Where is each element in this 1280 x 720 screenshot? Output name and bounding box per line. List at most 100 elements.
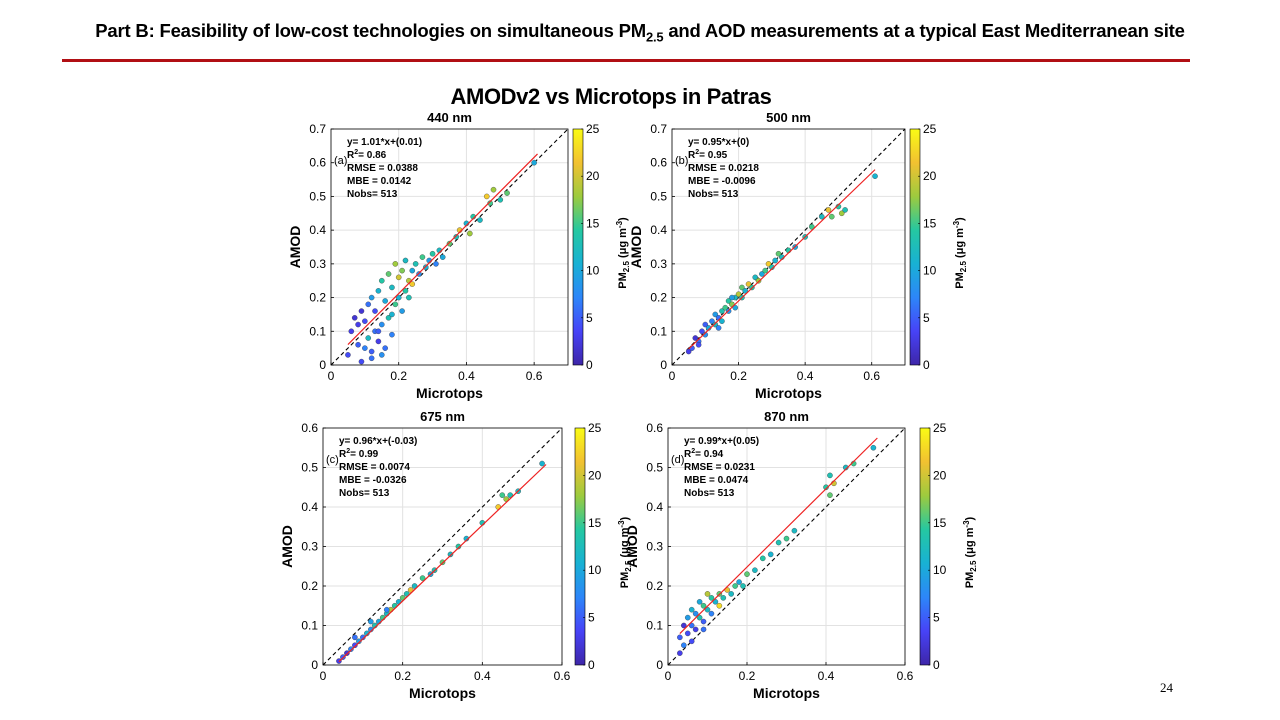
scatter-point [695, 341, 702, 348]
fit-equation: y= 0.96*x+(-0.03) [339, 436, 417, 447]
scatter-point [375, 328, 382, 335]
scatter-point [732, 304, 739, 311]
mbe-value: MBE = 0.0142 [347, 176, 412, 187]
scatter-point [744, 571, 750, 577]
scatter-point [446, 240, 453, 247]
colorbar-label-main: PM [954, 272, 966, 289]
scatter-point [499, 492, 506, 498]
x-tick-label: 0.4 [818, 669, 835, 683]
x-tick-label: 0 [328, 369, 335, 383]
y-axis-label: AMOD [279, 525, 295, 568]
x-tick-label: 0.2 [739, 669, 756, 683]
scatter-point [356, 638, 362, 645]
scatter-point [358, 308, 365, 314]
scatter-point [699, 328, 705, 335]
scatter-point [539, 460, 545, 467]
r-squared-value: = 0.94 [695, 449, 724, 460]
scatter-point [409, 281, 416, 287]
scatter-point [379, 321, 385, 328]
y-tick-label: 0.2 [301, 579, 318, 593]
scatter-point [742, 288, 749, 294]
scatter-point [497, 197, 504, 203]
x-tick-label: 0 [320, 669, 327, 683]
scatter-point [382, 345, 388, 351]
scatter-point [709, 318, 715, 324]
y-tick-label: 0.4 [309, 223, 326, 237]
r-squared-exp: 2 [695, 149, 699, 156]
x-tick-label: 0.6 [863, 369, 880, 383]
colorbar-label-main: PM [964, 572, 976, 589]
fit-equation: y= 0.99*x+(0.05) [684, 436, 759, 447]
colorbar-tick-label: 0 [923, 358, 930, 372]
y-tick-label: 0.6 [309, 156, 326, 170]
x-tick-label: 0 [665, 669, 672, 683]
page-number: 24 [1160, 680, 1173, 695]
chart-title: 870 nm [764, 409, 809, 424]
scatter-point [712, 321, 719, 328]
plot-area [331, 129, 568, 365]
colorbar-label-end: ) [964, 516, 976, 520]
scatter-point [745, 281, 752, 287]
scatter-point [712, 311, 719, 318]
y-tick-label: 0.4 [650, 223, 667, 237]
colorbar-label-unit: (μg m [954, 228, 966, 261]
scatter-point [419, 575, 426, 581]
scatter-point [765, 261, 772, 267]
scatter-point [352, 642, 358, 649]
x-axis-label: Microtops [416, 385, 483, 401]
colorbar-label-sub: 2.5 [969, 560, 978, 572]
scatter-point [677, 650, 683, 656]
y-tick-label: 0.6 [301, 421, 318, 435]
scatter-point [382, 298, 388, 304]
colorbar-label-end: ) [617, 217, 629, 221]
colorbar-label-exp: -3 [615, 220, 624, 228]
scatter-point [708, 610, 715, 617]
scatter-point [702, 321, 709, 328]
colorbar-tick-label: 0 [588, 658, 595, 672]
scatter-point [419, 254, 426, 260]
fit-line [347, 153, 538, 346]
scatter-point [433, 261, 439, 267]
scatter-point [352, 634, 358, 641]
scatter-point [416, 271, 422, 277]
fit-equation: y= 0.95*x+(0) [688, 137, 749, 148]
colorbar-tick-label: 20 [933, 468, 947, 482]
x-tick-label: 0 [669, 369, 676, 383]
r-squared-exp: 2 [346, 448, 350, 455]
scatter-point [455, 543, 462, 550]
r-squared-exp: 2 [354, 149, 358, 156]
plot-frame [671, 128, 906, 366]
colorbar [909, 128, 921, 366]
scatter-point [719, 308, 725, 314]
colorbar-label-unit: (μg m [964, 527, 976, 560]
colorbar-label-main: PM [617, 272, 629, 289]
scatter-point [767, 551, 774, 558]
chart-title: 500 nm [766, 110, 811, 125]
scatter-point [827, 492, 833, 498]
r-squared: R2= 0.94 [684, 448, 724, 460]
y-tick-label: 0.6 [646, 421, 663, 435]
colorbar-label: PM2.5 (μg m-3) [952, 217, 968, 289]
colorbar-tick-label: 10 [586, 264, 600, 278]
x-tick-label: 0.4 [458, 369, 475, 383]
scatter-point [688, 606, 695, 613]
r-squared-symbol: R [684, 449, 692, 460]
scatter-point [409, 267, 416, 274]
colorbar-label-sub: 2.5 [959, 261, 968, 273]
scatter-point [383, 606, 390, 613]
colorbar-label-main: PM [619, 572, 631, 589]
colorbar-tick-label: 0 [586, 358, 593, 372]
colorbar-label: PM2.5 (μg m-3) [615, 217, 631, 289]
colorbar-tick-label: 5 [586, 311, 593, 325]
scatter-point [447, 551, 454, 558]
scatter-point [406, 294, 412, 301]
scatter-point [708, 595, 715, 601]
colorbar-tick-label: 20 [923, 169, 937, 183]
colorbar [919, 427, 931, 666]
colorbar-tick-label: 5 [933, 611, 940, 625]
x-tick-label: 0.4 [797, 369, 814, 383]
y-axis-label: AMOD [624, 525, 640, 568]
colorbar-tick-label: 15 [933, 516, 947, 530]
scatter-point [372, 308, 378, 314]
x-tick-label: 0.6 [554, 669, 571, 683]
